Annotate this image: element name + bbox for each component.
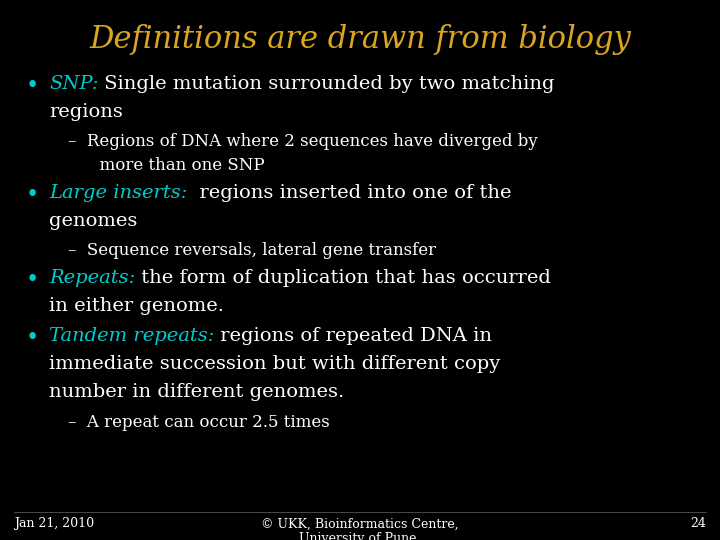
Text: –  A repeat can occur 2.5 times: – A repeat can occur 2.5 times [68, 414, 330, 430]
Text: genomes: genomes [49, 212, 138, 230]
Text: regions inserted into one of the: regions inserted into one of the [187, 184, 512, 201]
Text: more than one SNP: more than one SNP [68, 157, 265, 173]
Text: •: • [25, 75, 38, 97]
Text: © UKK, Bioinformatics Centre,
University of Pune.: © UKK, Bioinformatics Centre, University… [261, 517, 459, 540]
Text: –  Regions of DNA where 2 sequences have diverged by: – Regions of DNA where 2 sequences have … [68, 133, 538, 150]
Text: the form of duplication that has occurred: the form of duplication that has occurre… [135, 269, 551, 287]
Text: number in different genomes.: number in different genomes. [49, 383, 344, 401]
Text: –  Sequence reversals, lateral gene transfer: – Sequence reversals, lateral gene trans… [68, 242, 436, 259]
Text: Jan 21, 2010: Jan 21, 2010 [14, 517, 94, 530]
Text: 24: 24 [690, 517, 706, 530]
Text: Repeats:: Repeats: [49, 269, 135, 287]
Text: in either genome.: in either genome. [49, 297, 224, 315]
Text: regions: regions [49, 103, 123, 120]
Text: •: • [25, 184, 38, 206]
Text: regions of repeated DNA in: regions of repeated DNA in [215, 327, 492, 345]
Text: SNP:: SNP: [49, 75, 99, 92]
Text: Definitions are drawn from biology: Definitions are drawn from biology [89, 24, 631, 55]
Text: •: • [25, 269, 38, 291]
Text: Single mutation surrounded by two matching: Single mutation surrounded by two matchi… [99, 75, 555, 92]
Text: Tandem repeats:: Tandem repeats: [49, 327, 215, 345]
Text: •: • [25, 327, 38, 349]
Text: immediate succession but with different copy: immediate succession but with different … [49, 355, 500, 373]
Text: Large inserts:: Large inserts: [49, 184, 187, 201]
